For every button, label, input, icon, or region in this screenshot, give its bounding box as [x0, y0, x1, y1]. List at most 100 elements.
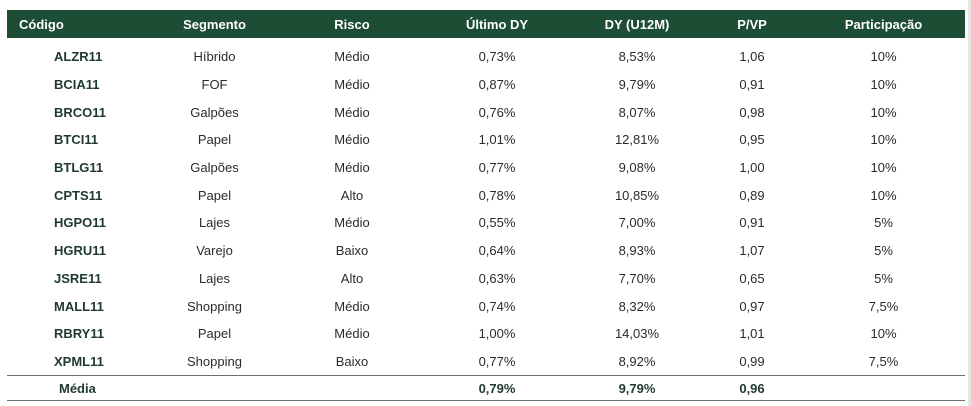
cell-ultimo-dy: 0,87%	[478, 77, 516, 93]
cell-dy-u12m: 8,93%	[618, 243, 656, 259]
table-row: BCIA11 FOF Médio 0,87% 9,79% 0,91 10%	[7, 71, 965, 99]
cell-codigo: HGRU11	[54, 243, 107, 259]
cell-pvp: 0,95	[739, 132, 765, 148]
cell-codigo: BTCI11	[54, 132, 99, 148]
cell-participacao: 10%	[870, 326, 897, 342]
cell-dy-u12m: 9,08%	[618, 160, 656, 176]
cell-risco: Alto	[340, 270, 364, 286]
cell-pvp: 0,91	[739, 215, 765, 231]
table-row: XPML11 Shopping Baixo 0,77% 8,92% 0,99 7,5%	[7, 348, 965, 376]
cell-dy-u12m: 10,85%	[614, 187, 660, 203]
cell-participacao: 10%	[870, 104, 897, 120]
cell-risco: Médio	[334, 77, 370, 93]
cell-pvp: 0,97	[739, 298, 765, 314]
average-dy-u12m: 9,79%	[618, 380, 656, 396]
cell-pvp: 1,07	[739, 243, 765, 259]
table-row: HGPO11 Lajes Médio 0,55% 7,00% 0,91 5%	[7, 209, 965, 237]
cell-pvp: 0,99	[739, 353, 765, 369]
cell-risco: Médio	[334, 104, 370, 120]
cell-dy-u12m: 14,03%	[614, 326, 660, 342]
header-dy-u12m: DY (U12M)	[604, 16, 670, 32]
table-row: HGRU11 Varejo Baixo 0,64% 8,93% 1,07 5%	[7, 237, 965, 265]
average-pvp: 0,96	[739, 380, 765, 396]
cell-participacao: 10%	[870, 132, 897, 148]
cell-participacao: 7,5%	[868, 298, 899, 314]
cell-codigo: HGPO11	[54, 215, 107, 231]
cell-ultimo-dy: 0,76%	[478, 104, 516, 120]
cell-risco: Baixo	[335, 353, 369, 369]
cell-ultimo-dy: 0,63%	[478, 270, 516, 286]
cell-ultimo-dy: 1,00%	[478, 326, 516, 342]
cell-dy-u12m: 8,07%	[618, 104, 656, 120]
cell-dy-u12m: 7,00%	[618, 215, 656, 231]
cell-segmento: Lajes	[198, 215, 231, 231]
cell-risco: Baixo	[335, 243, 369, 259]
header-pvp: P/VP	[737, 16, 767, 32]
cell-ultimo-dy: 0,64%	[478, 243, 516, 259]
table-row: RBRY11 Papel Médio 1,00% 14,03% 1,01 10%	[7, 320, 965, 348]
cell-segmento: Papel	[197, 326, 232, 342]
cell-risco: Alto	[340, 187, 364, 203]
table-row: CPTS11 Papel Alto 0,78% 10,85% 0,89 10%	[7, 181, 965, 209]
cell-segmento: Shopping	[187, 353, 242, 369]
cell-codigo: BTLG11	[54, 160, 104, 176]
cell-pvp: 1,01	[739, 326, 765, 342]
cell-ultimo-dy: 0,78%	[478, 187, 516, 203]
cell-dy-u12m: 8,53%	[618, 49, 656, 65]
table-body: ALZR11 Híbrido Médio 0,73% 8,53% 1,06 10% BCIA1…	[7, 38, 965, 375]
header-participacao: Participação	[844, 16, 923, 32]
header-risco: Risco	[334, 16, 370, 32]
average-row: Média 0,79% 9,79% 0,96	[7, 375, 965, 402]
cell-pvp: 0,89	[739, 187, 765, 203]
cell-participacao: 10%	[870, 77, 897, 93]
table-row: BRCO11 Galpões Médio 0,76% 8,07% 0,98 10%	[7, 98, 965, 126]
cell-risco: Médio	[334, 215, 370, 231]
table-row: BTCI11 Papel Médio 1,01% 12,81% 0,95 10%	[7, 126, 965, 154]
table-row: BTLG11 Galpões Médio 0,77% 9,08% 1,00 10%	[7, 154, 965, 182]
cell-segmento: Shopping	[187, 298, 242, 314]
average-ultimo-dy: 0,79%	[478, 380, 516, 396]
header-ultimo-dy: Último DY	[465, 16, 529, 32]
cell-codigo: BRCO11	[54, 104, 107, 120]
cell-codigo: MALL11	[54, 298, 104, 314]
cell-codigo: RBRY11	[54, 326, 105, 342]
cell-segmento: Galpões	[190, 104, 239, 120]
cell-ultimo-dy: 0,77%	[478, 353, 516, 369]
cell-ultimo-dy: 0,73%	[478, 49, 516, 65]
cell-participacao: 10%	[870, 160, 897, 176]
cell-participacao: 5%	[874, 243, 893, 259]
cell-participacao: 7,5%	[868, 353, 899, 369]
cell-risco: Médio	[334, 326, 370, 342]
table-header: Código Segmento Risco Último DY DY (U12M…	[7, 10, 965, 38]
page-edge-divider	[968, 0, 971, 406]
cell-pvp: 0,91	[739, 77, 765, 93]
cell-risco: Médio	[334, 160, 370, 176]
table-row: MALL11 Shopping Médio 0,74% 8,32% 0,97 7,5%	[7, 292, 965, 320]
cell-codigo: JSRE11	[54, 270, 102, 286]
cell-participacao: 5%	[874, 270, 893, 286]
cell-risco: Médio	[334, 49, 370, 65]
cell-participacao: 5%	[874, 215, 893, 231]
cell-segmento: Híbrido	[193, 49, 236, 65]
cell-risco: Médio	[334, 298, 370, 314]
cell-risco: Médio	[334, 132, 370, 148]
cell-segmento: Galpões	[190, 160, 239, 176]
cell-segmento: FOF	[201, 77, 228, 93]
table-row: JSRE11 Lajes Alto 0,63% 7,70% 0,65 5%	[7, 265, 965, 293]
header-codigo: Código	[19, 16, 64, 32]
cell-codigo: XPML11	[54, 353, 104, 369]
cell-dy-u12m: 8,32%	[618, 298, 656, 314]
fii-portfolio-table: Código Segmento Risco Último DY DY (U12M…	[7, 10, 965, 402]
cell-segmento: Papel	[197, 187, 232, 203]
cell-dy-u12m: 9,79%	[618, 77, 656, 93]
cell-segmento: Varejo	[196, 243, 233, 259]
cell-ultimo-dy: 0,55%	[478, 215, 516, 231]
cell-codigo: CPTS11	[54, 187, 103, 203]
cell-ultimo-dy: 0,74%	[478, 298, 516, 314]
cell-ultimo-dy: 1,01%	[478, 132, 516, 148]
cell-pvp: 0,65	[739, 270, 765, 286]
cell-codigo: ALZR11	[54, 49, 103, 65]
table-row: ALZR11 Híbrido Médio 0,73% 8,53% 1,06 10%	[7, 43, 965, 71]
cell-pvp: 0,98	[739, 104, 765, 120]
average-label: Média	[59, 380, 96, 396]
